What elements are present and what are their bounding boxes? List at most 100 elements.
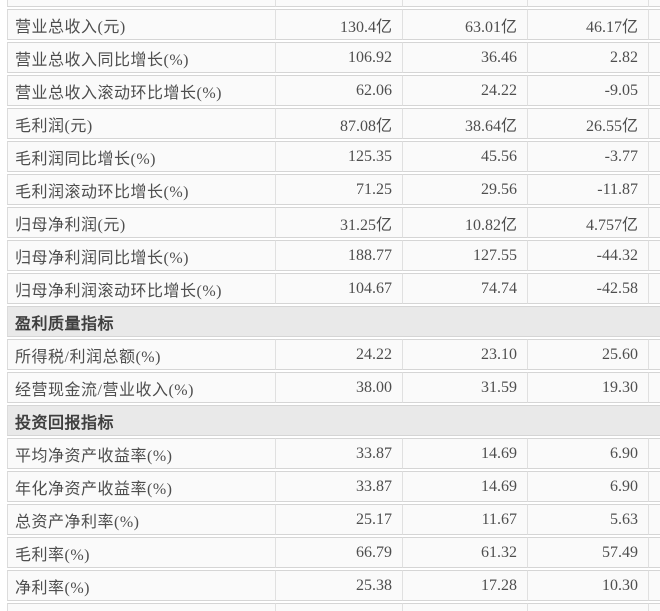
value-cell: 25.60: [527, 339, 648, 370]
value-cell: 26.55亿: [527, 108, 648, 139]
value-cell: 24.22: [275, 339, 402, 370]
value-cell: 19.30: [527, 372, 648, 403]
metric-row: 平均净资产收益率(%) 33.87 14.69 6.90: [7, 438, 660, 469]
value-cell: 2.82: [527, 42, 648, 73]
metric-label-cell: 营业总收入(元): [7, 9, 275, 40]
metric-label-cell: 总资产净利率(%): [7, 504, 275, 535]
value-cell: 23.10: [402, 339, 527, 370]
value-cell: -44.32: [527, 240, 648, 271]
value-cell-cutoff: [648, 42, 660, 73]
metric-label-cell: 经营现金流/营业收入(%): [7, 372, 275, 403]
value-cell: [275, 0, 402, 7]
metric-row: 总资产净利率(%) 25.17 11.67 5.63: [7, 504, 660, 535]
metric-label-cell: 毛利润滚动环比增长(%): [7, 174, 275, 205]
value-cell: 45.56: [402, 141, 527, 172]
metric-row: 年化净资产收益率(%) 33.87 14.69 6.90: [7, 471, 660, 502]
value-cell-cutoff: [648, 75, 660, 106]
metric-label-cell: 毛利润(元): [7, 108, 275, 139]
metric-label-cell: 所得税/利润总额(%): [7, 339, 275, 370]
metric-label-cell: 归母净利润(元): [7, 207, 275, 238]
value-cell: 130.4亿: [275, 9, 402, 40]
value-cell-cutoff: [648, 372, 660, 403]
value-cell: [402, 603, 527, 611]
metric-row: 毛利润(元) 87.08亿 38.64亿 26.55亿: [7, 108, 660, 139]
value-cell: 33.87: [275, 471, 402, 502]
value-cell: [527, 0, 648, 7]
value-cell: 4.757亿: [527, 207, 648, 238]
metric-label-cell: 净利率(%): [7, 570, 275, 601]
value-cell: 38.64亿: [402, 108, 527, 139]
metric-row: 归母净利润(元) 31.25亿 10.82亿 4.757亿: [7, 207, 660, 238]
value-cell: 74.74: [402, 273, 527, 304]
financial-metrics-table: 营业总收入(元) 130.4亿 63.01亿 46.17亿 营业总收入同比增长(%) 10…: [7, 0, 660, 611]
value-cell: 14.69: [402, 438, 527, 469]
metric-row: 经营现金流/营业收入(%) 38.00 31.59 19.30: [7, 372, 660, 403]
value-cell-cutoff: [648, 174, 660, 205]
value-cell: 38.00: [275, 372, 402, 403]
metric-row: 所得税/利润总额(%) 24.22 23.10 25.60: [7, 339, 660, 370]
value-cell: 125.35: [275, 141, 402, 172]
value-cell: 61.32: [402, 537, 527, 568]
section-title: 投资回报指标: [7, 405, 660, 436]
value-cell: 63.01亿: [402, 9, 527, 40]
metric-row: 归母净利润滚动环比增长(%) 104.67 74.74 -42.58: [7, 273, 660, 304]
value-cell: 36.46: [402, 42, 527, 73]
value-cell-cutoff: [648, 141, 660, 172]
value-cell: 5.63: [527, 504, 648, 535]
value-cell: 127.55: [402, 240, 527, 271]
metric-row: 毛利润同比增长(%) 125.35 45.56 -3.77: [7, 141, 660, 172]
metric-label-cell: 年化净资产收益率(%): [7, 471, 275, 502]
value-cell: 6.90: [527, 471, 648, 502]
metric-label-cell: 营业总收入同比增长(%): [7, 42, 275, 73]
value-cell: 17.28: [402, 570, 527, 601]
metric-row: 毛利率(%) 66.79 61.32 57.49: [7, 537, 660, 568]
metric-label-cell: 毛利率(%): [7, 537, 275, 568]
value-cell: 25.17: [275, 504, 402, 535]
metric-row: 归母净利润同比增长(%) 188.77 127.55 -44.32: [7, 240, 660, 271]
value-cell: 33.87: [275, 438, 402, 469]
value-cell-cutoff: [648, 438, 660, 469]
metric-label-cell: 归母净利润滚动环比增长(%): [7, 273, 275, 304]
section-header-row: 盈利质量指标: [7, 306, 660, 337]
section-title: 盈利质量指标: [7, 306, 660, 337]
value-cell: 25.38: [275, 570, 402, 601]
value-cell-cutoff: [648, 603, 660, 611]
metric-label-cell: [7, 0, 275, 7]
value-cell: -3.77: [527, 141, 648, 172]
value-cell: 62.06: [275, 75, 402, 106]
value-cell-cutoff: [648, 9, 660, 40]
value-cell: -9.05: [527, 75, 648, 106]
metric-label-cell: [7, 603, 275, 611]
value-cell-cutoff: [648, 108, 660, 139]
partial-row: [7, 0, 660, 7]
metric-row: 营业总收入滚动环比增长(%) 62.06 24.22 -9.05: [7, 75, 660, 106]
value-cell: 106.92: [275, 42, 402, 73]
metric-row: 营业总收入(元) 130.4亿 63.01亿 46.17亿: [7, 9, 660, 40]
metric-label-cell: 营业总收入滚动环比增长(%): [7, 75, 275, 106]
metric-row: 营业总收入同比增长(%) 106.92 36.46 2.82: [7, 42, 660, 73]
value-cell-cutoff: [648, 339, 660, 370]
value-cell: 31.59: [402, 372, 527, 403]
metric-row: 毛利润滚动环比增长(%) 71.25 29.56 -11.87: [7, 174, 660, 205]
value-cell-cutoff: [648, 471, 660, 502]
value-cell: 10.30: [527, 570, 648, 601]
value-cell: 46.17亿: [527, 9, 648, 40]
value-cell: 57.49: [527, 537, 648, 568]
partial-row: [7, 603, 660, 611]
value-cell: 29.56: [402, 174, 527, 205]
value-cell: 188.77: [275, 240, 402, 271]
value-cell-cutoff: [648, 537, 660, 568]
section-header-row: 投资回报指标: [7, 405, 660, 436]
value-cell-cutoff: [648, 0, 660, 7]
value-cell: 24.22: [402, 75, 527, 106]
value-cell: 87.08亿: [275, 108, 402, 139]
value-cell: 104.67: [275, 273, 402, 304]
metric-row: 净利率(%) 25.38 17.28 10.30: [7, 570, 660, 601]
value-cell: 11.67: [402, 504, 527, 535]
value-cell-cutoff: [648, 504, 660, 535]
value-cell: 6.90: [527, 438, 648, 469]
value-cell: -42.58: [527, 273, 648, 304]
value-cell: 66.79: [275, 537, 402, 568]
value-cell-cutoff: [648, 570, 660, 601]
